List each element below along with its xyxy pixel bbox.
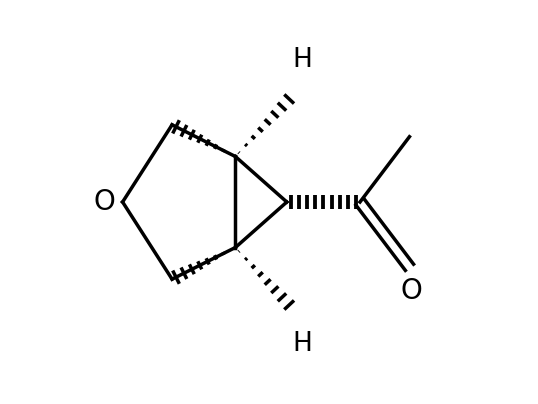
Text: H: H — [293, 47, 313, 74]
Text: H: H — [293, 330, 313, 357]
Text: O: O — [94, 188, 116, 216]
Text: O: O — [401, 277, 422, 305]
